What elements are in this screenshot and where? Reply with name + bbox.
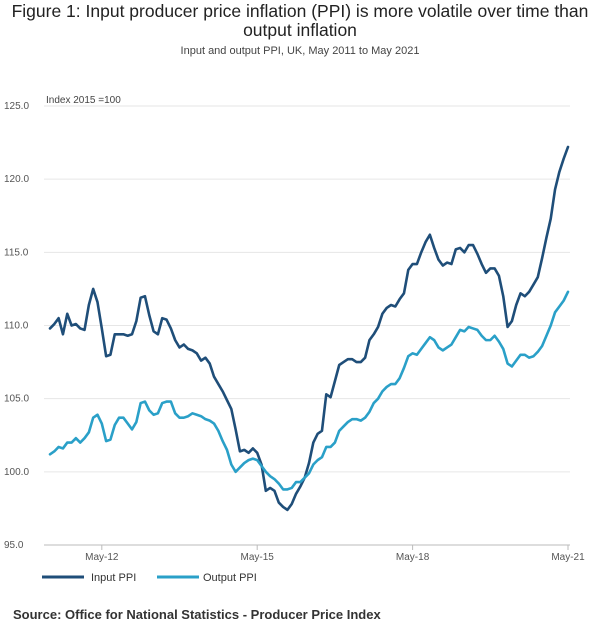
line-chart: 95.0 100.0 105.0 110.0 115.0 120.0 125.0 Index… — [4, 95, 585, 584]
y-tick-label: 100.0 — [4, 467, 29, 478]
x-tick-label: May-18 — [396, 552, 430, 563]
y-tick-label: 95.0 — [4, 540, 24, 551]
chart-title-line-1: Figure 1: Input producer price inflation… — [11, 1, 589, 21]
x-tick-label: May-12 — [85, 552, 119, 563]
x-axis-ticks: May-12 May-15 May-18 May-21 — [85, 545, 585, 563]
source-note: Source: Office for National Statistics -… — [13, 607, 381, 622]
series-lines — [48, 145, 570, 512]
y-tick-label: 105.0 — [4, 394, 29, 405]
y-axis-unit-label: Index 2015 =100 — [46, 95, 121, 106]
series-line-output-ppi — [48, 290, 570, 491]
y-tick-label: 115.0 — [4, 247, 29, 258]
y-tick-label: 110.0 — [4, 321, 29, 332]
y-tick-label: 125.0 — [4, 101, 29, 112]
y-axis-ticks: 95.0 100.0 105.0 110.0 115.0 120.0 125.0 — [4, 101, 29, 551]
x-tick-label: May-15 — [241, 552, 275, 563]
legend-label-output-ppi: Output PPI — [203, 572, 257, 584]
x-tick-label: May-21 — [551, 552, 585, 563]
series-line-input-ppi — [48, 145, 570, 512]
chart-title-line-2: output inflation — [243, 20, 357, 40]
chart-subtitle: Input and output PPI, UK, May 2011 to Ma… — [180, 45, 420, 57]
chart-title: Figure 1: Input producer price inflation… — [0, 2, 600, 40]
legend: Input PPI Output PPI — [42, 572, 257, 584]
legend-label-input-ppi: Input PPI — [91, 572, 136, 584]
y-tick-label: 120.0 — [4, 174, 29, 185]
